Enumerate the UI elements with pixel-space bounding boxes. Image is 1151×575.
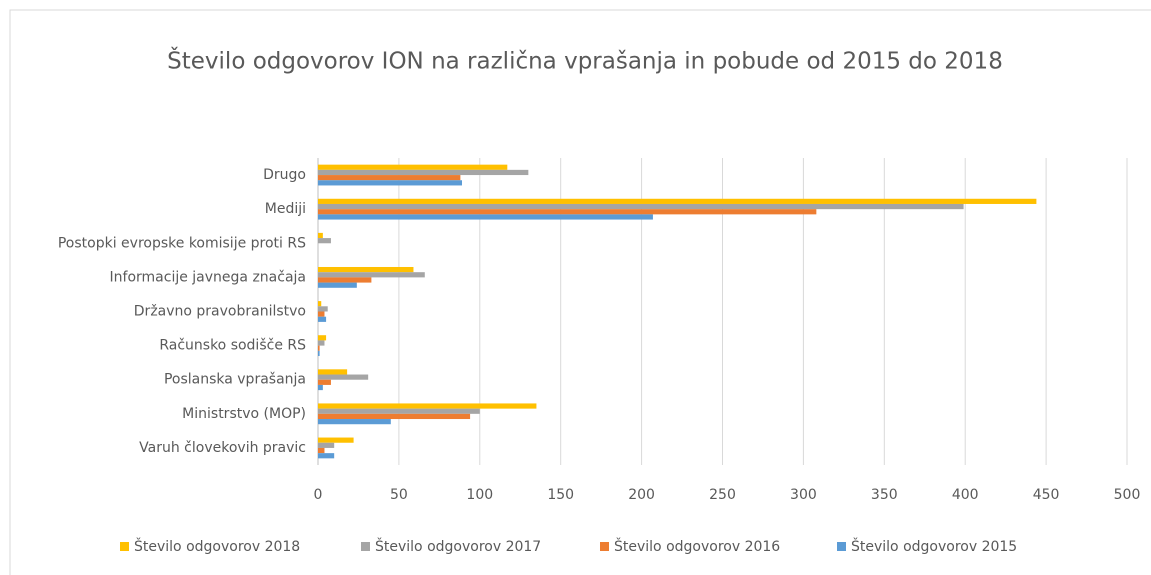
y-tick-label: Postopki evropske komisije proti RS — [58, 235, 306, 251]
legend-swatch — [600, 542, 609, 551]
x-tick-label: 0 — [314, 487, 323, 503]
bar — [318, 316, 327, 322]
bar — [318, 447, 325, 454]
chart-border — [9, 9, 1151, 575]
y-tick-label: Mediji — [265, 201, 306, 217]
bar — [318, 419, 391, 425]
bar — [318, 374, 369, 380]
x-tick-label: 100 — [466, 487, 493, 503]
y-tick-label: Državno pravobranilstvo — [134, 304, 306, 320]
x-tick-label: 400 — [952, 487, 979, 503]
x-tick-label: 50 — [390, 487, 408, 503]
bar — [318, 306, 328, 312]
bar — [318, 175, 461, 181]
legend-swatch — [120, 542, 129, 551]
bar — [318, 266, 414, 273]
bar — [318, 453, 335, 459]
bar — [318, 272, 425, 278]
y-tick-label: Varuh človekovih pravic — [139, 440, 306, 456]
bar — [318, 203, 964, 210]
bar — [318, 282, 357, 288]
legend-label: Število odgovorov 2016 — [614, 537, 780, 555]
bar — [318, 345, 320, 351]
x-tick-label: 250 — [709, 487, 736, 503]
bar — [318, 301, 322, 307]
y-tick-label: Informacije javnega značaja — [110, 269, 306, 285]
bar — [318, 238, 331, 244]
bar — [318, 198, 1037, 204]
bar — [318, 164, 508, 170]
legend-label: Število odgovorov 2017 — [375, 537, 541, 555]
bar — [318, 442, 335, 448]
y-tick-label: Poslanska vprašanja — [164, 372, 306, 388]
legend-label: Število odgovorov 2015 — [851, 537, 1017, 555]
x-tick-label: 350 — [871, 487, 898, 503]
bar — [318, 209, 817, 215]
bar — [318, 403, 537, 409]
bar — [318, 413, 471, 420]
chart-title: Število odgovorov ION na različna vpraša… — [167, 47, 1003, 75]
bar — [318, 335, 327, 341]
x-tick-label: 300 — [790, 487, 817, 503]
x-tick-label: 500 — [1114, 487, 1141, 503]
y-tick-label: Ministrstvo (MOP) — [182, 406, 306, 422]
bar — [318, 369, 348, 375]
bar — [318, 379, 331, 385]
bar — [318, 169, 529, 176]
x-tick-label: 200 — [628, 487, 655, 503]
legend-swatch — [837, 542, 846, 551]
legend-label: Število odgovorov 2018 — [134, 537, 300, 555]
legend-swatch — [361, 542, 370, 551]
bar — [318, 384, 323, 391]
bar — [318, 180, 463, 186]
x-tick-label: 450 — [1033, 487, 1060, 503]
bar — [318, 437, 354, 443]
y-tick-label: Drugo — [263, 167, 306, 183]
bar — [318, 232, 323, 239]
bar — [318, 277, 372, 283]
bar — [318, 214, 653, 220]
x-tick-label: 150 — [547, 487, 574, 503]
bar — [318, 311, 325, 317]
bar — [318, 340, 325, 346]
y-tick-label: Računsko sodišče RS — [159, 338, 306, 354]
bar — [318, 350, 320, 357]
bar — [318, 408, 480, 414]
